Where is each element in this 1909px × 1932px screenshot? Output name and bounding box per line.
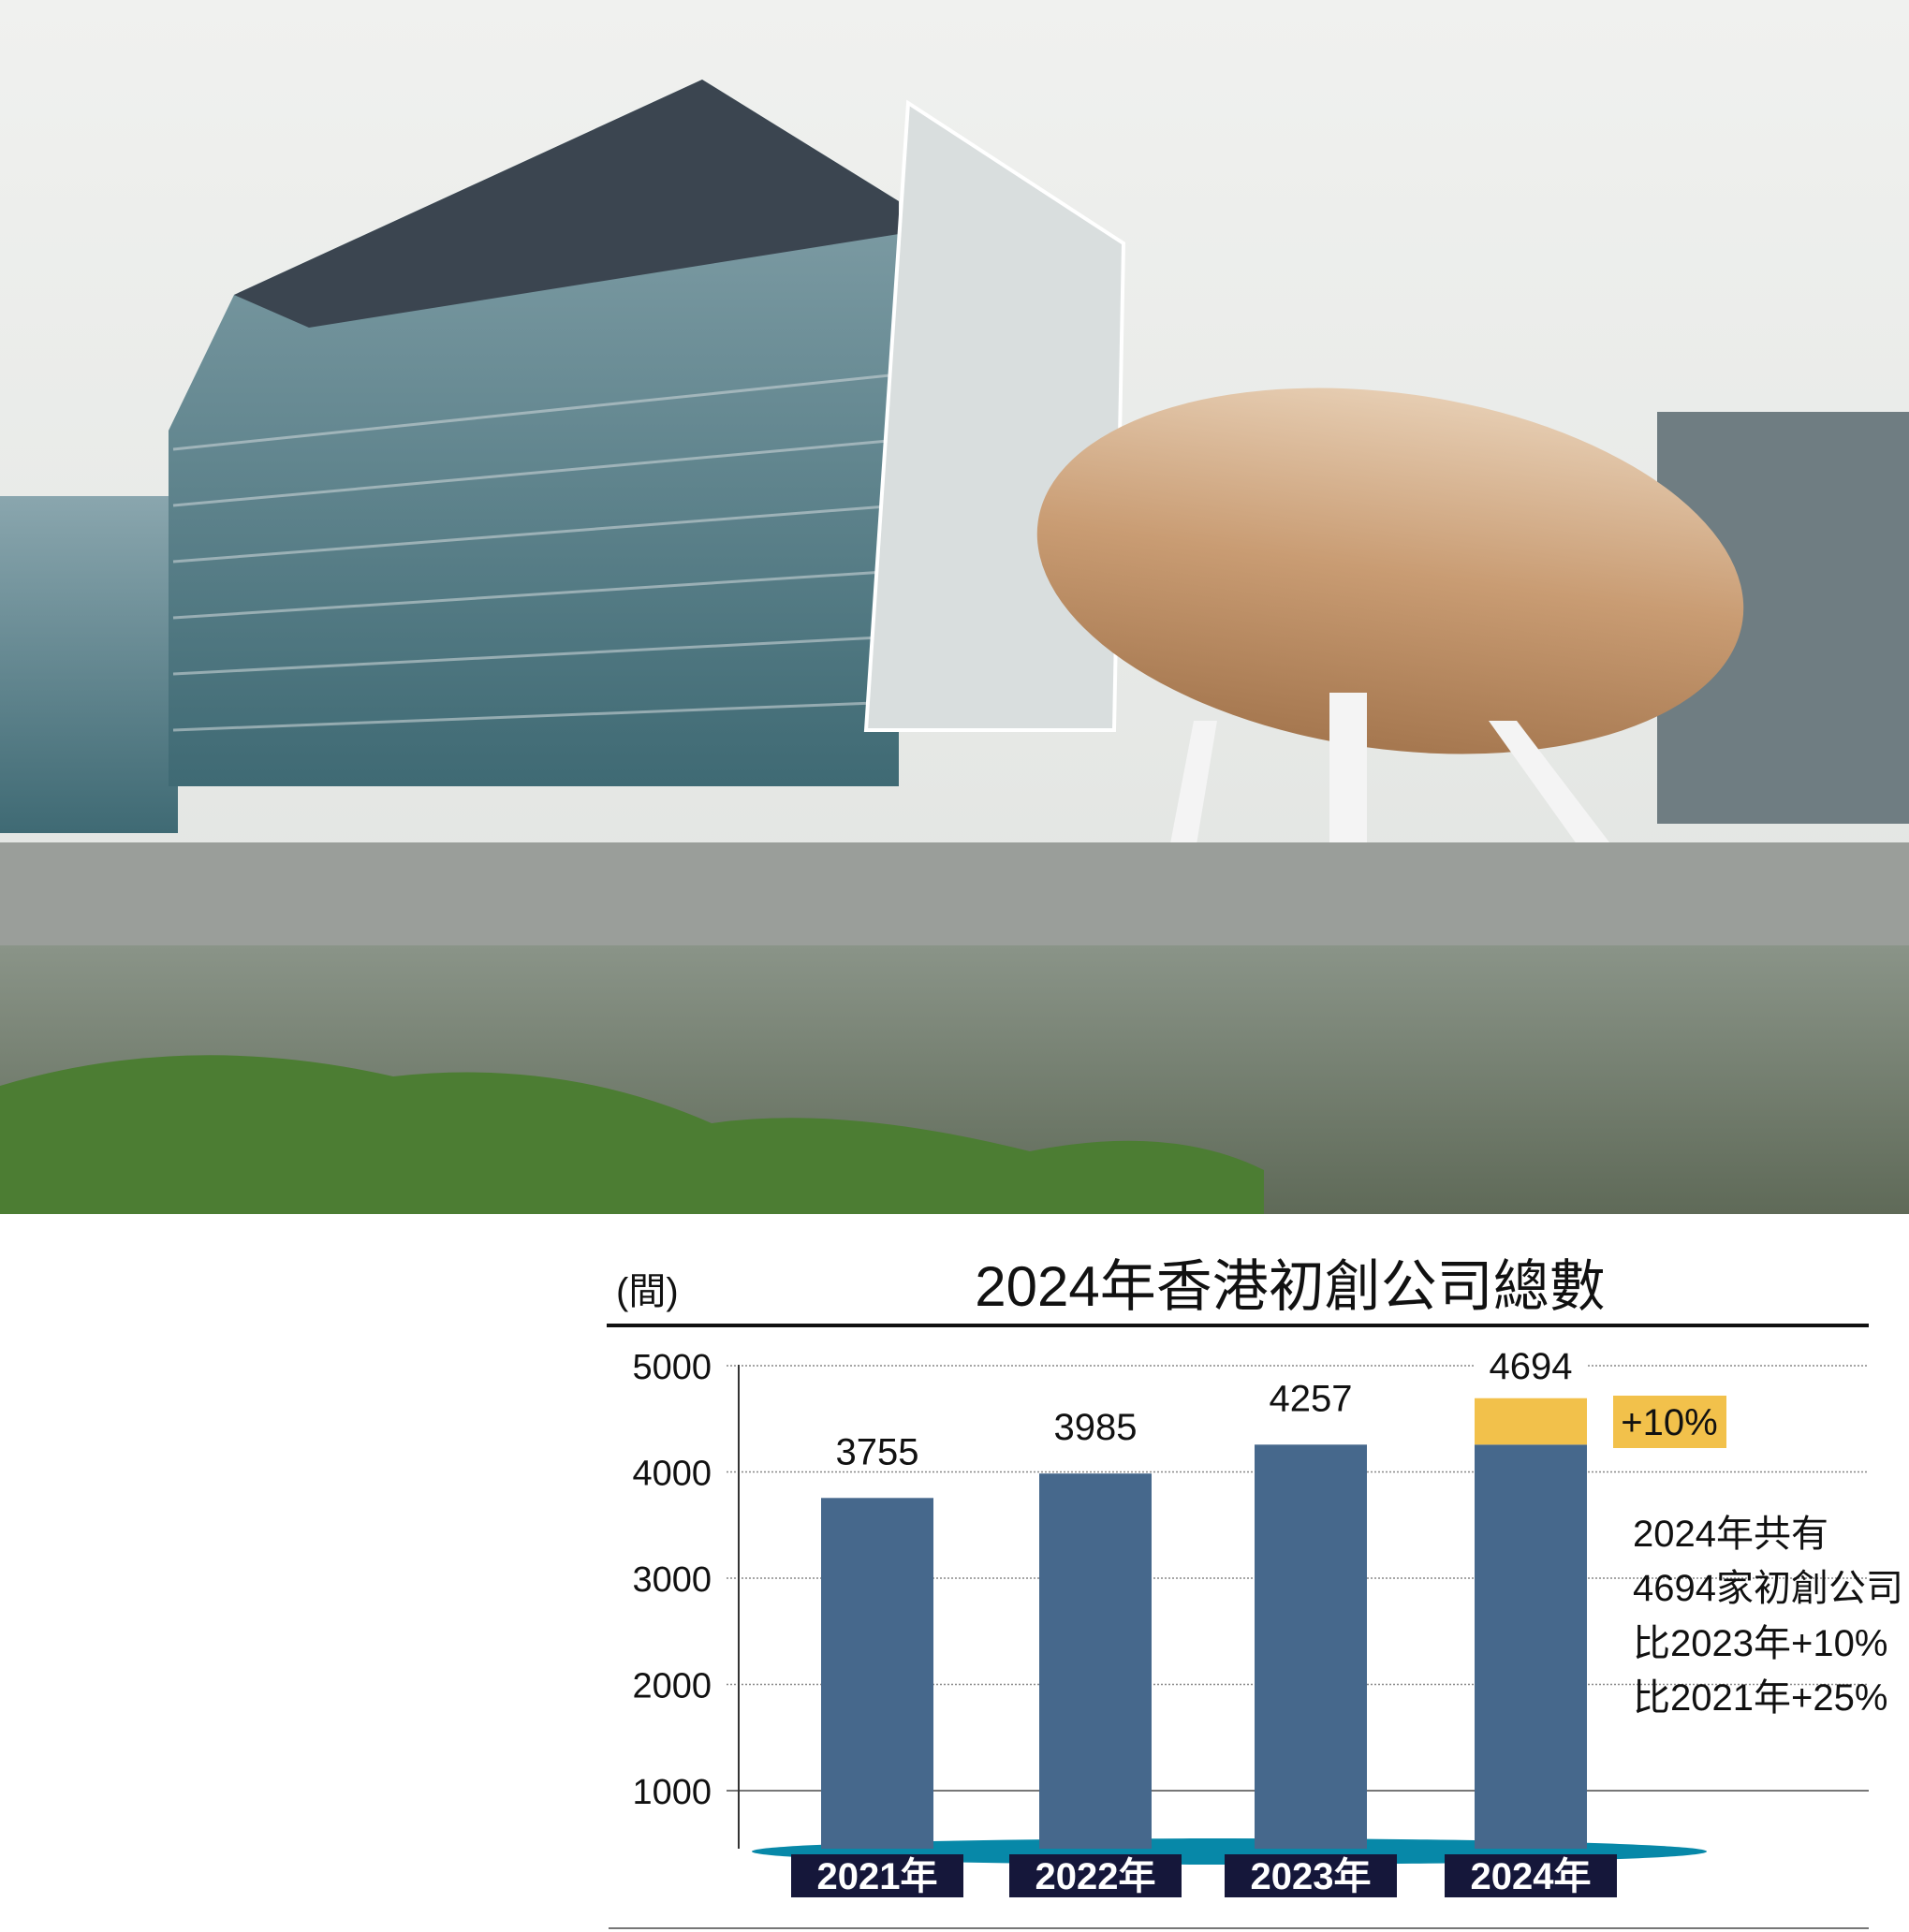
data-label: 3755: [836, 1431, 919, 1472]
category-label: 2023年: [1251, 1856, 1372, 1897]
y-tick-label: 1000: [632, 1773, 712, 1812]
annotation: 2024年共有 4694家初創公司 比2023年+10% 比2021年+25%: [1633, 1514, 1903, 1719]
data-label: 4257: [1270, 1378, 1353, 1419]
photo-floor-lines: [172, 373, 900, 732]
chart-title: 2024年香港初創公司總數: [975, 1255, 1605, 1318]
data-label: 4694: [1490, 1346, 1573, 1387]
photo-roof: [234, 80, 899, 328]
category-box: [791, 1854, 963, 1897]
category-label: 2024年: [1471, 1856, 1592, 1897]
photo-plaza: [0, 842, 1909, 955]
data-labels: 3755 3985 4257 4694: [836, 1345, 1587, 1472]
bar-increment: [1475, 1398, 1587, 1445]
y-tick-label: 2000: [632, 1667, 712, 1706]
category-box: [1445, 1854, 1617, 1897]
bar-2021年: [821, 1498, 933, 1849]
annotation-line-1: 2024年共有: [1633, 1514, 1828, 1555]
y-tick-labels: 5000 4000 3000 2000 1000: [632, 1348, 712, 1812]
category-box: [1009, 1854, 1182, 1897]
bar-2024年: [1475, 1444, 1587, 1849]
increment-label: +10%: [1621, 1402, 1717, 1443]
bar-2023年: [1255, 1444, 1367, 1849]
data-label: 3985: [1054, 1407, 1138, 1448]
category-box: [1225, 1854, 1397, 1897]
annotation-line-4: 比2021年+25%: [1633, 1677, 1887, 1719]
annotation-line-3: 比2023年+10%: [1633, 1623, 1887, 1664]
y-tick-label: 5000: [632, 1348, 712, 1387]
y-tick-label: 4000: [632, 1455, 712, 1494]
y-tick-label: 3000: [632, 1560, 712, 1600]
data-label-bg: [1475, 1345, 1587, 1390]
unit-label: (間): [616, 1271, 679, 1312]
increment-badge: [1613, 1396, 1726, 1448]
annotation-line-2: 4694家初創公司: [1633, 1568, 1903, 1609]
chart: (間) 2024年香港初創公司總數 5000 4000 3000 2000 1000 3…: [607, 1255, 1903, 1929]
bar-2022年: [1039, 1473, 1152, 1849]
photo-plants: [0, 1055, 1264, 1214]
photo: [0, 0, 1909, 1214]
bars: [821, 1398, 1587, 1849]
category-label: 2021年: [817, 1856, 938, 1897]
category-labels: 2021年 2022年 2023年 2024年: [791, 1854, 1617, 1897]
category-label: 2022年: [1035, 1856, 1156, 1897]
photo-egg-structure: [1036, 388, 1744, 754]
photo-left-building: [0, 496, 178, 833]
